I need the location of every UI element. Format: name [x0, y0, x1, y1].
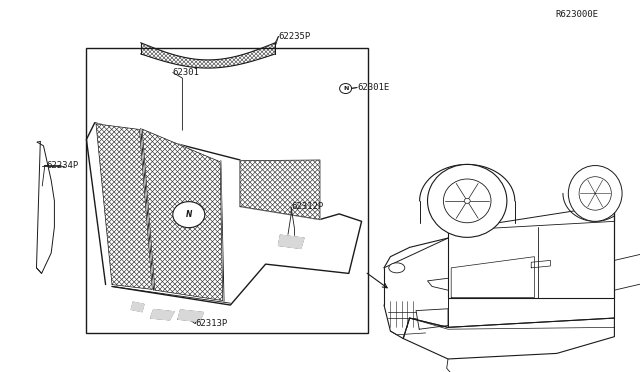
Text: 62301: 62301 — [173, 68, 200, 77]
Text: N: N — [186, 210, 192, 219]
Text: 62312P: 62312P — [291, 202, 323, 211]
Polygon shape — [178, 310, 204, 322]
Polygon shape — [142, 129, 223, 301]
Polygon shape — [86, 123, 362, 305]
Ellipse shape — [428, 164, 507, 237]
Text: R623000E: R623000E — [556, 10, 598, 19]
Ellipse shape — [464, 198, 470, 203]
Text: 62313P: 62313P — [195, 319, 227, 328]
Ellipse shape — [444, 179, 491, 223]
Ellipse shape — [340, 84, 351, 93]
Polygon shape — [278, 235, 304, 248]
Text: 62234P: 62234P — [47, 161, 79, 170]
Polygon shape — [96, 124, 152, 289]
Text: 62301E: 62301E — [357, 83, 389, 92]
Polygon shape — [150, 310, 174, 320]
Bar — [86, 48, 368, 333]
Ellipse shape — [568, 166, 622, 221]
Ellipse shape — [579, 177, 611, 210]
Polygon shape — [240, 160, 320, 219]
Text: N: N — [343, 86, 348, 91]
Polygon shape — [131, 302, 144, 312]
Ellipse shape — [173, 202, 205, 228]
Text: 62235P: 62235P — [278, 32, 310, 41]
Ellipse shape — [388, 263, 404, 273]
